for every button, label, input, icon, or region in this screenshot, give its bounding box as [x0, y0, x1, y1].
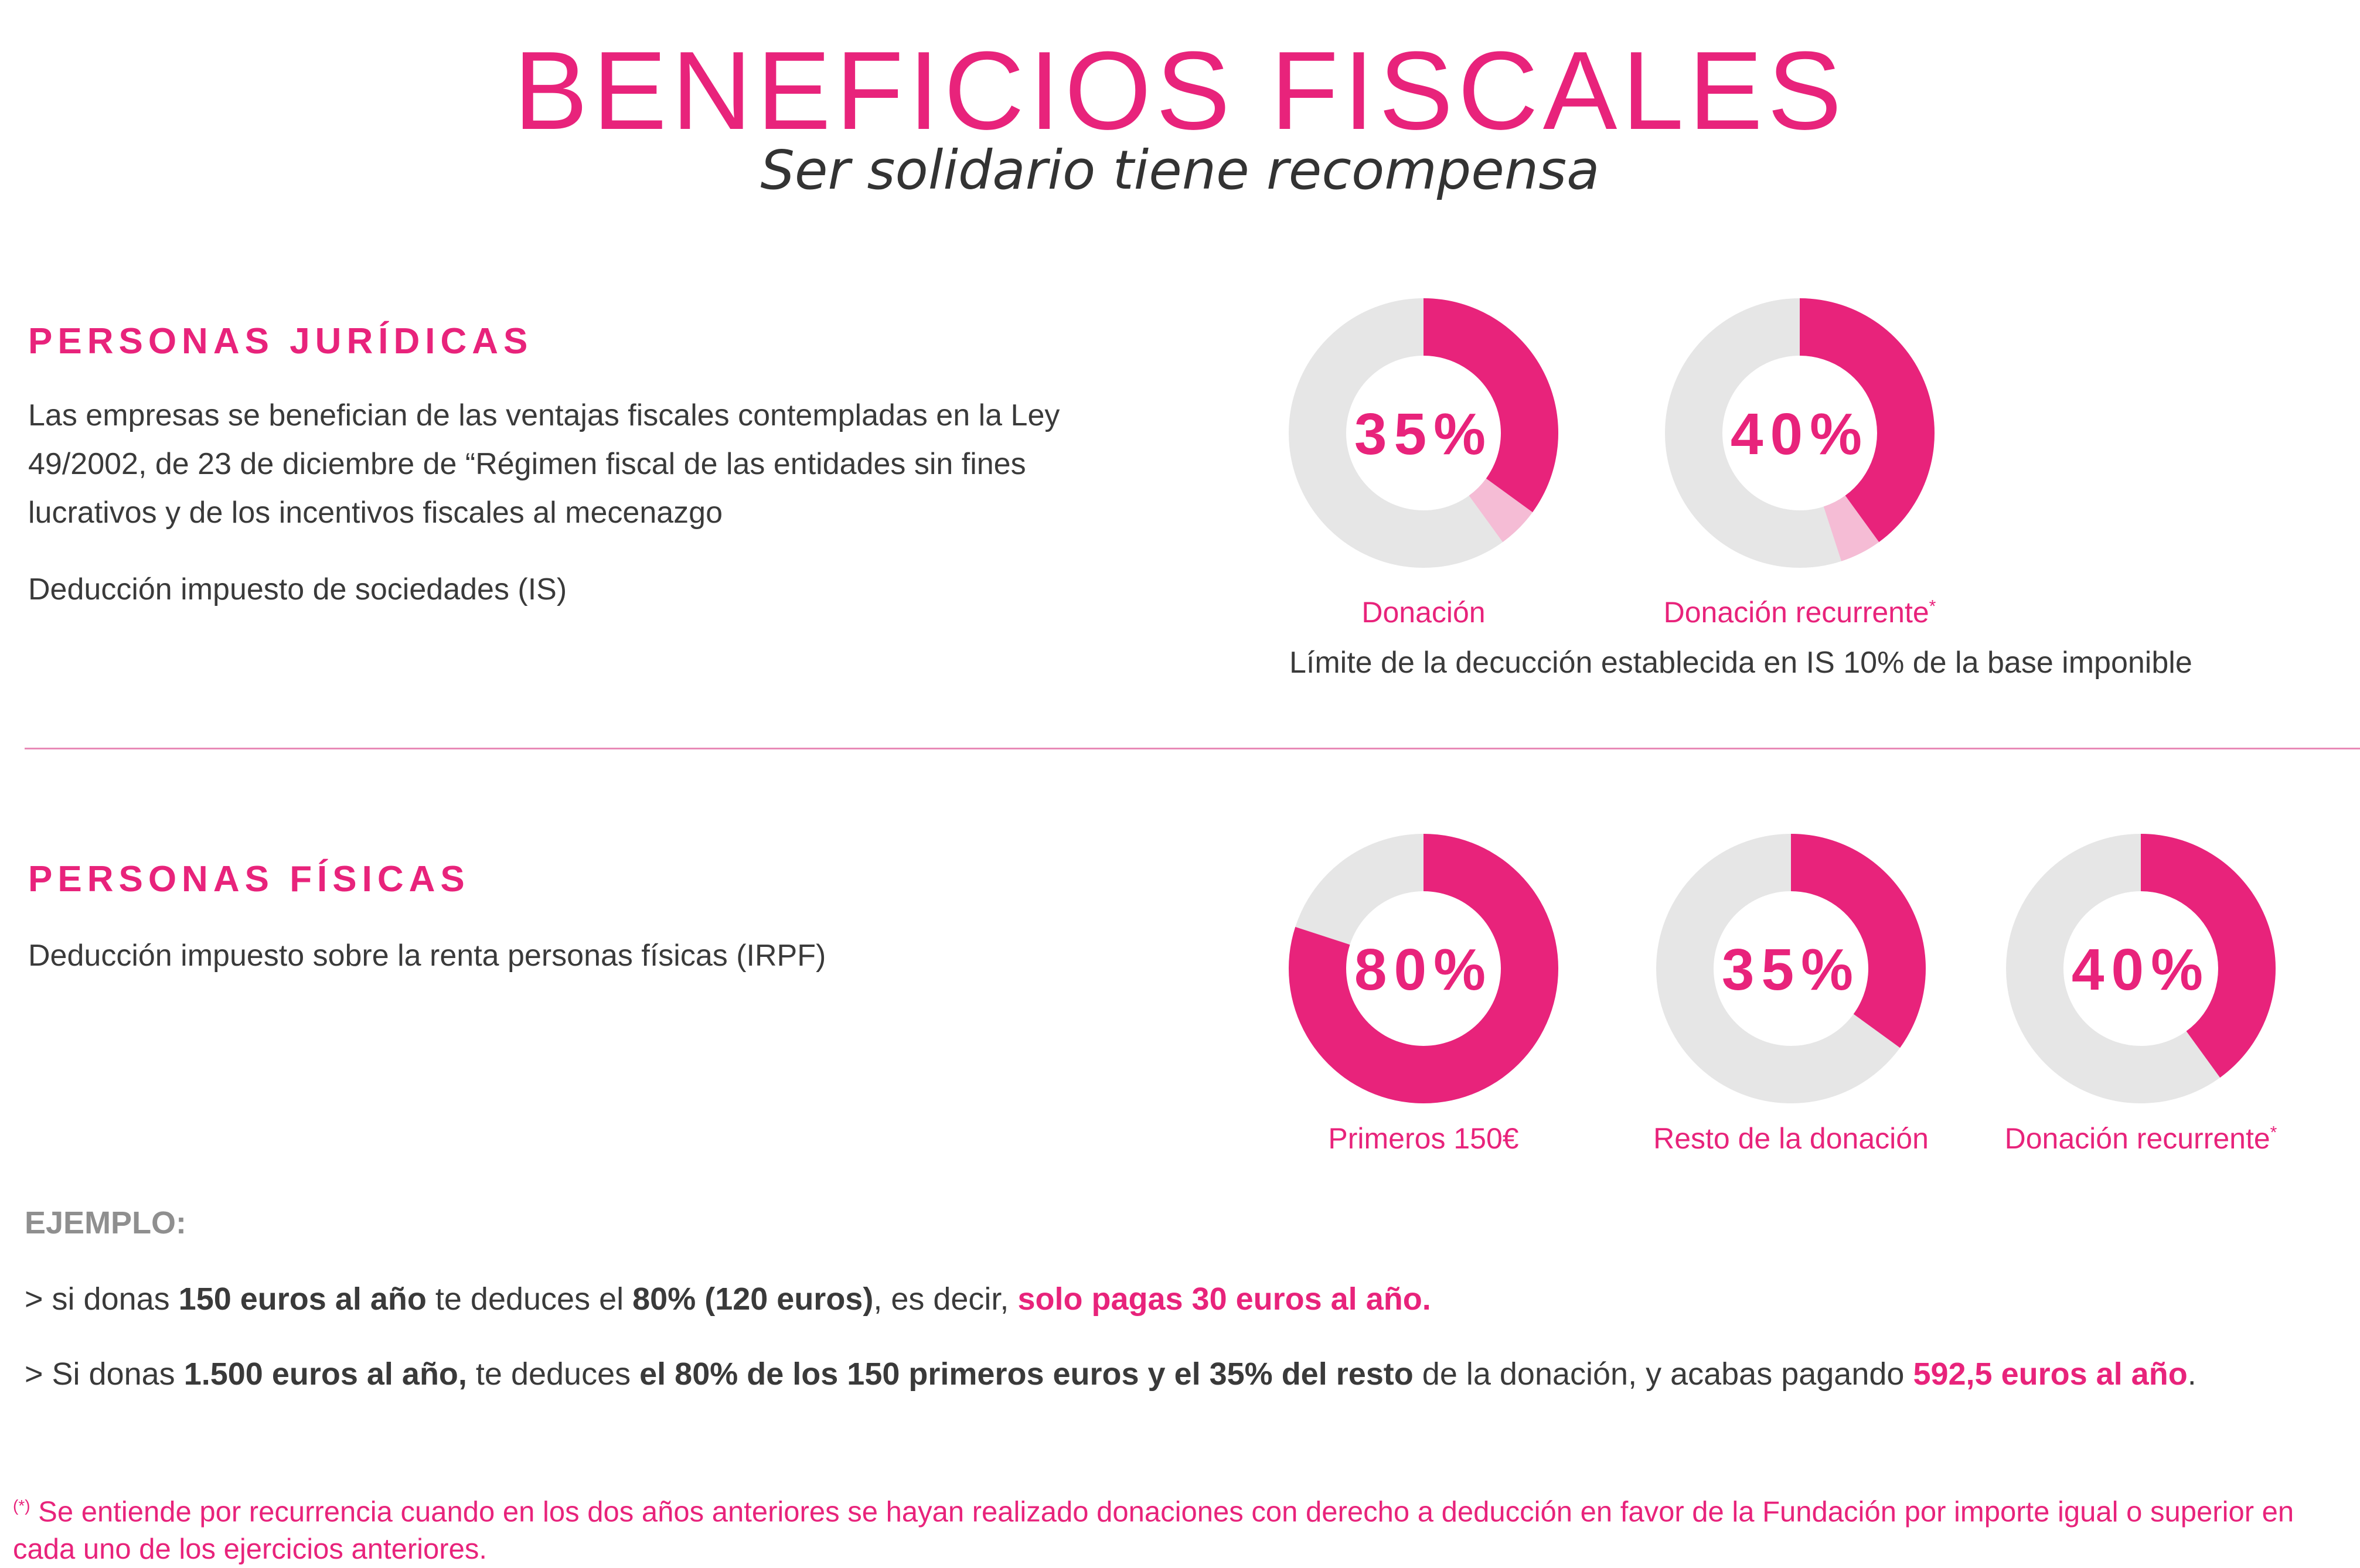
donut-value-slice: [1791, 834, 1926, 1048]
donut-chart-fisicas-primeros: 80%: [1289, 834, 1558, 1103]
chart-caption-label: Donación recurrente: [1663, 596, 1929, 629]
ejemplo-heading: EJEMPLO:: [25, 1205, 187, 1240]
chart-caption-fisicas-primeros: Primeros 150€: [1248, 1124, 1599, 1153]
section-divider: [25, 748, 2360, 749]
chart-caption-label: Donación recurrente: [2004, 1122, 2270, 1155]
donut-value-slice: [1424, 298, 1558, 513]
example-bold: 150 euros al año: [178, 1281, 427, 1317]
donut-value-slice: [1289, 834, 1558, 1103]
chart-caption-juridicas-donacion: Donación: [1248, 598, 1599, 627]
chart-caption-juridicas-recurrente: Donación recurrente*: [1624, 598, 1976, 627]
example-bold: el 80% de los 150 primeros euros y el 35…: [639, 1356, 1414, 1392]
example-bold: 1.500 euros al año,: [183, 1356, 467, 1392]
chart-caption-fisicas-recurrente: Donación recurrente*: [1965, 1124, 2317, 1153]
juridicas-paragraph: Las empresas se benefician de las ventaj…: [28, 391, 1112, 537]
example-bold: 80% (120 euros): [632, 1281, 874, 1317]
juridicas-paragraph-line: lucrativos y de los incentivos fiscales …: [28, 496, 723, 530]
example-text: > Si donas: [25, 1356, 184, 1392]
example-text: te deduces: [466, 1356, 640, 1392]
donut-percentage-label: 80%: [1354, 937, 1493, 1003]
chart-caption-label: Resto de la donación: [1653, 1122, 1929, 1155]
donut-chart-juridicas-donacion: 35%: [1289, 298, 1558, 568]
section-heading-fisicas: PERSONAS FÍSICAS: [28, 859, 470, 899]
example-highlight: solo pagas 30 euros al año.: [1017, 1281, 1431, 1317]
chart-caption-fisicas-resto: Resto de la donación: [1615, 1124, 1967, 1153]
asterisk-marker: *: [1929, 596, 1936, 616]
example-text: , es decir,: [873, 1281, 1018, 1317]
donut-percentage-label: 40%: [2072, 937, 2210, 1003]
chart-caption-label: Donación: [1361, 596, 1486, 629]
chart-caption-label: Primeros 150€: [1328, 1122, 1519, 1155]
juridicas-paragraph-line: Las empresas se benefician de las ventaj…: [28, 398, 1060, 432]
donut-value-slice: [2141, 834, 2276, 1078]
donut-chart-fisicas-recurrente: 40%: [2006, 834, 2276, 1103]
donut-chart-juridicas-recurrente: 40%: [1665, 298, 1935, 568]
footnote-text: Se entiende por recurrencia cuando en lo…: [13, 1496, 2294, 1566]
donut-value-slice: [1800, 298, 1935, 543]
section-heading-juridicas: PERSONAS JURÍDICAS: [28, 321, 533, 362]
example-highlight: 592,5 euros al año: [1913, 1356, 2188, 1392]
donut-percentage-label: 35%: [1722, 937, 1860, 1003]
page-title: BENEFICIOS FISCALES: [513, 29, 1847, 153]
example-text: te deduces el: [426, 1281, 633, 1317]
example-line-2: > Si donas 1.500 euros al año, te deduce…: [25, 1358, 2196, 1390]
donut-extra-slice: [1823, 495, 1879, 561]
donut-extra-slice: [1469, 478, 1533, 543]
example-text: de la donación, y acabas pagando: [1413, 1356, 1913, 1392]
example-line-1: > si donas 150 euros al año te deduces e…: [25, 1283, 1431, 1315]
donut-percentage-label: 40%: [1731, 401, 1869, 467]
asterisk-marker: *: [2270, 1123, 2277, 1143]
juridicas-limit-note: Límite de la decucción establecida en IS…: [1289, 646, 2192, 680]
donut-chart-fisicas-resto: 35%: [1656, 834, 1926, 1103]
fisicas-deduction-text: Deducción impuesto sobre la renta person…: [28, 939, 826, 973]
donut-percentage-label: 35%: [1354, 401, 1493, 467]
page-subtitle: Ser solidario tiene recompensa: [760, 139, 1600, 202]
example-text: > si donas: [25, 1281, 179, 1317]
footnote-marker: (*): [13, 1497, 30, 1515]
juridicas-paragraph-line: 49/2002, de 23 de diciembre de “Régimen …: [28, 447, 1026, 481]
example-text: .: [2187, 1356, 2196, 1392]
footnote: (*) Se entiende por recurrencia cuando e…: [13, 1487, 2334, 1568]
juridicas-deduction-text: Deducción impuesto de sociedades (IS): [28, 572, 567, 606]
